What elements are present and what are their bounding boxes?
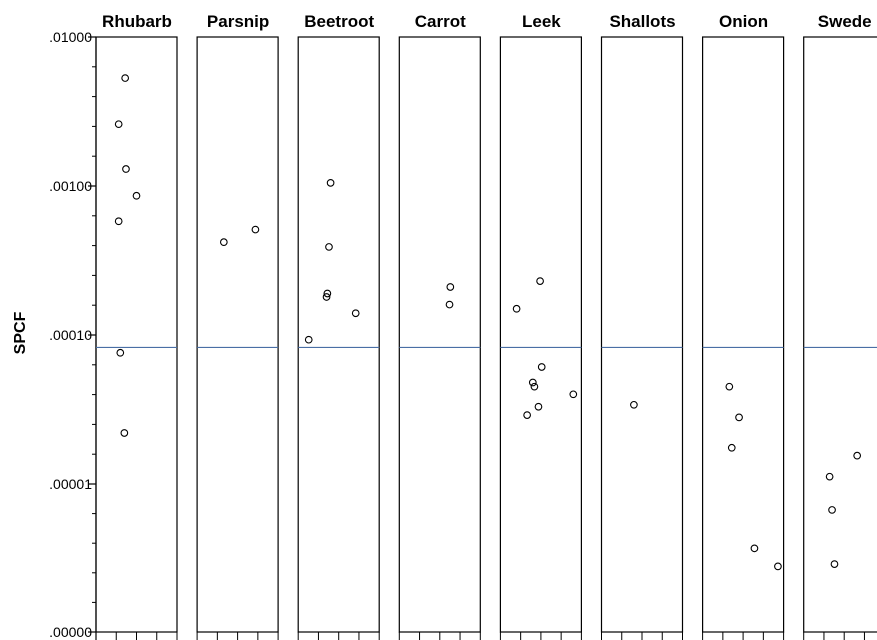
data-point	[569, 390, 578, 399]
panel-frame	[398, 36, 481, 633]
panel-beetroot: Beetroot	[297, 12, 380, 640]
data-point	[326, 178, 335, 187]
data-point	[537, 363, 546, 371]
y-tick-label: .00100	[49, 178, 92, 194]
data-point	[725, 382, 734, 391]
data-point	[534, 402, 543, 411]
y-tick-label: .00001	[49, 476, 92, 492]
data-point	[445, 300, 454, 309]
data-point	[116, 348, 125, 357]
data-point	[120, 429, 129, 437]
data-point	[122, 165, 130, 173]
data-point	[853, 451, 862, 460]
data-point	[446, 283, 455, 291]
panel-shallots: Shallots	[600, 12, 684, 640]
data-point	[512, 304, 521, 313]
data-point	[325, 243, 333, 251]
y-axis: .01000 .00100 .00010 .00001 .00000	[49, 29, 97, 640]
panel-frame	[297, 36, 380, 633]
data-point	[251, 225, 260, 234]
data-point	[351, 309, 360, 318]
panel-rhubarb: Rhubarb	[95, 12, 178, 640]
data-point	[219, 238, 228, 246]
data-point	[523, 411, 531, 419]
panel-parsnip: Parsnip	[196, 12, 279, 640]
panel-title: Swede	[818, 12, 872, 31]
panel-carrot: Carrot	[398, 12, 481, 640]
data-point	[304, 335, 313, 344]
panel-frame	[95, 36, 178, 633]
panel-title: Leek	[522, 12, 561, 31]
panel-swede: Swede	[803, 12, 877, 640]
y-axis-label: SPCF	[12, 311, 29, 354]
panel-title: Parsnip	[207, 12, 269, 31]
panel-title: Rhubarb	[102, 12, 172, 31]
panel-title: Onion	[719, 12, 768, 31]
data-point	[132, 191, 141, 200]
data-point	[121, 74, 130, 82]
data-point	[828, 506, 836, 514]
data-point	[750, 544, 759, 553]
data-point	[536, 277, 544, 285]
panels: Rhubarb Parsnip Beetroot Carrot Leek Shallots…	[95, 12, 877, 640]
y-tick-label: .00000	[49, 624, 92, 640]
panel-title: Beetroot	[304, 12, 374, 31]
panel-frame	[803, 36, 877, 633]
panel-frame	[701, 36, 785, 633]
data-point	[727, 443, 736, 452]
panel-frame	[499, 36, 582, 633]
data-point	[774, 562, 782, 571]
data-point	[735, 413, 743, 422]
y-tick-label: .00010	[49, 327, 92, 343]
panel-leek: Leek	[499, 12, 582, 640]
data-point	[114, 217, 123, 226]
panel-onion: Onion	[701, 12, 785, 640]
data-point	[114, 120, 123, 129]
data-point	[830, 560, 839, 568]
data-point	[825, 472, 834, 481]
data-point	[530, 382, 539, 391]
data-point	[322, 293, 331, 301]
panel-frame	[600, 36, 684, 633]
data-point	[630, 400, 638, 409]
y-tick-label: .01000	[49, 29, 92, 45]
panel-frame	[196, 36, 279, 633]
panel-title: Shallots	[609, 12, 675, 31]
data-point	[528, 378, 537, 387]
data-point	[323, 289, 332, 298]
panel-title: Carrot	[415, 12, 466, 31]
